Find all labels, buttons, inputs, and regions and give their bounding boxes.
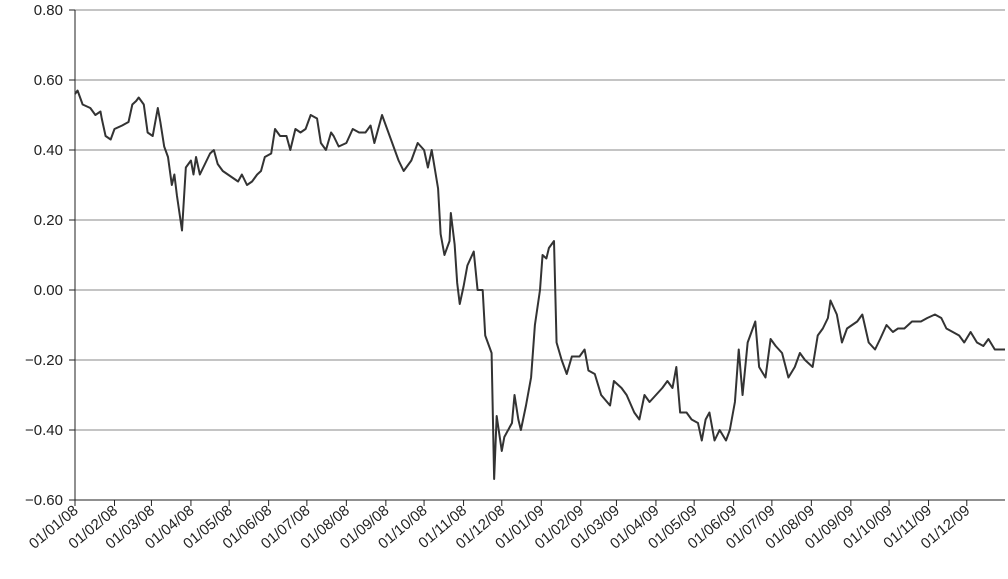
y-tick-label: 0.20 xyxy=(34,212,63,229)
y-tick-label: −0.20 xyxy=(25,352,63,369)
data-line xyxy=(74,89,1005,480)
y-tick-label: 0.60 xyxy=(34,72,63,89)
y-tick-label: −0.60 xyxy=(25,492,63,509)
y-tick-label: −0.40 xyxy=(25,422,63,439)
y-tick-label: 0.80 xyxy=(34,2,63,19)
y-tick-label: 0.40 xyxy=(34,142,63,159)
y-tick-label: 0.00 xyxy=(34,282,63,299)
